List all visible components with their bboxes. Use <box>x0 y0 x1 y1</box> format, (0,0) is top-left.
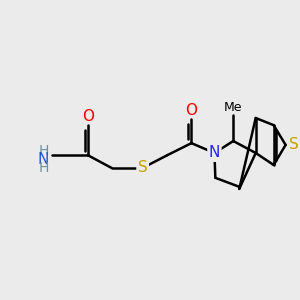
Text: O: O <box>185 103 197 118</box>
Text: Me: Me <box>224 100 242 113</box>
Text: N: N <box>38 152 49 167</box>
Text: S: S <box>138 160 148 175</box>
Text: S: S <box>289 137 298 152</box>
Text: H: H <box>39 145 49 158</box>
Text: O: O <box>82 109 94 124</box>
Text: H: H <box>39 160 49 175</box>
Text: N: N <box>209 146 220 160</box>
